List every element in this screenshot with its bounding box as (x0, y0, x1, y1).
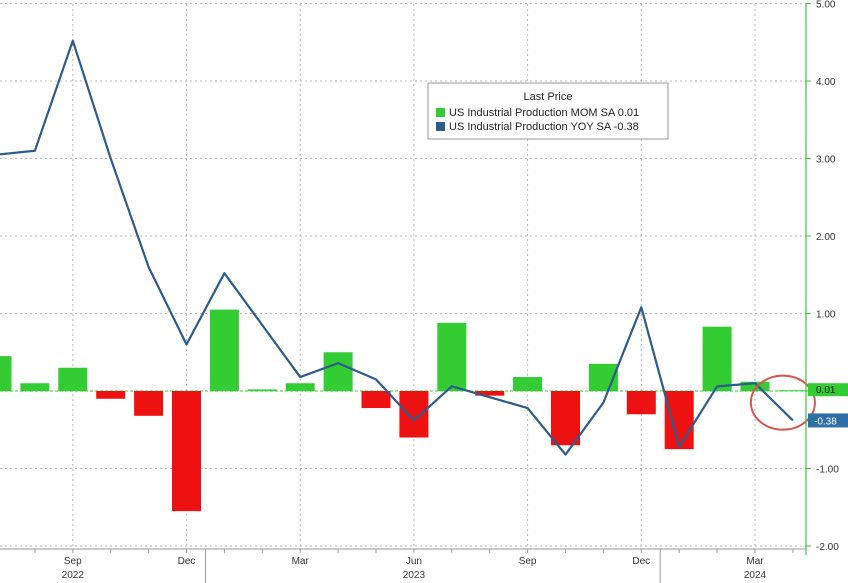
bar-2023-03 (285, 383, 315, 391)
bar-2023-12 (626, 391, 656, 415)
bar-2024-02 (702, 326, 732, 391)
y-tick-label: 1.00 (816, 310, 836, 321)
x-year-label: 2022 (62, 570, 85, 581)
x-tick-label: Dec (178, 556, 196, 567)
bar-2023-07 (437, 322, 467, 391)
bar-2022-11 (134, 391, 164, 416)
bar-2023-06 (399, 391, 429, 438)
y-tick-label: 4.00 (816, 77, 836, 88)
bar-2023-08 (475, 391, 505, 396)
x-year-label: 2023 (403, 570, 426, 581)
line-series-yoy (0, 39, 794, 456)
bar-2024-03 (740, 381, 770, 391)
bar-2023-04 (323, 352, 353, 391)
bar-2023-09 (513, 377, 543, 391)
grid-lines (0, 3, 806, 549)
highlight-circle (749, 374, 816, 431)
bar-2023-01 (209, 309, 239, 391)
bar-2024-01 (664, 391, 694, 450)
bar-2024-04 (778, 390, 808, 392)
x-tick-label: Mar (292, 556, 310, 567)
badge-mom-value: 0.01 (816, 385, 836, 396)
yoy-line (0, 39, 794, 456)
x-tick-label: Jun (406, 556, 422, 567)
badge-yoy-bg (808, 413, 848, 428)
x-tick-label: Sep (519, 556, 537, 567)
legend-title: Last Price (524, 91, 573, 103)
bar-2022-10 (96, 391, 126, 399)
bar-2022-09 (58, 367, 88, 391)
legend-label-mom: US Industrial Production MOM SA 0.01 (449, 107, 639, 119)
y-tick-label: 2.00 (816, 232, 836, 243)
x-tick-label: Sep (64, 556, 82, 567)
badge-yoy-value: -0.38 (814, 416, 837, 427)
bar-2022-08 (20, 383, 50, 391)
y-tick-label: 5.00 (816, 0, 836, 11)
bar-2023-02 (247, 389, 277, 391)
last-value-badges: 0.01 -0.38 (808, 383, 848, 428)
y-tick-label: -1.00 (816, 465, 839, 476)
x-tick-label: Dec (632, 556, 650, 567)
badge-mom-bg (808, 383, 848, 397)
bar-series-mom (0, 309, 808, 512)
y-tick-label: -2.00 (816, 542, 839, 553)
bar-2023-10 (551, 391, 580, 446)
bar-2023-05 (361, 391, 391, 409)
bar-2022-12 (172, 391, 201, 512)
bar-2022-07 (0, 356, 12, 391)
legend-swatch-mom (436, 108, 445, 117)
y-tick-label: 3.00 (816, 155, 836, 166)
highlight-ellipse (749, 374, 816, 431)
y-axis: -2.00 -1.00 1.00 2.00 3.00 4.00 5.00 (805, 0, 839, 555)
legend: Last Price US Industrial Production MOM … (427, 82, 669, 140)
legend-box (427, 82, 669, 140)
x-tick-label: Mar (746, 556, 764, 567)
x-year-label: 2024 (744, 570, 767, 581)
legend-swatch-yoy (436, 122, 445, 131)
x-axis: Sep Dec Mar Jun Sep Dec Mar 2022 2023 2024 (0, 548, 806, 583)
legend-label-yoy: US Industrial Production YOY SA -0.38 (449, 121, 639, 133)
